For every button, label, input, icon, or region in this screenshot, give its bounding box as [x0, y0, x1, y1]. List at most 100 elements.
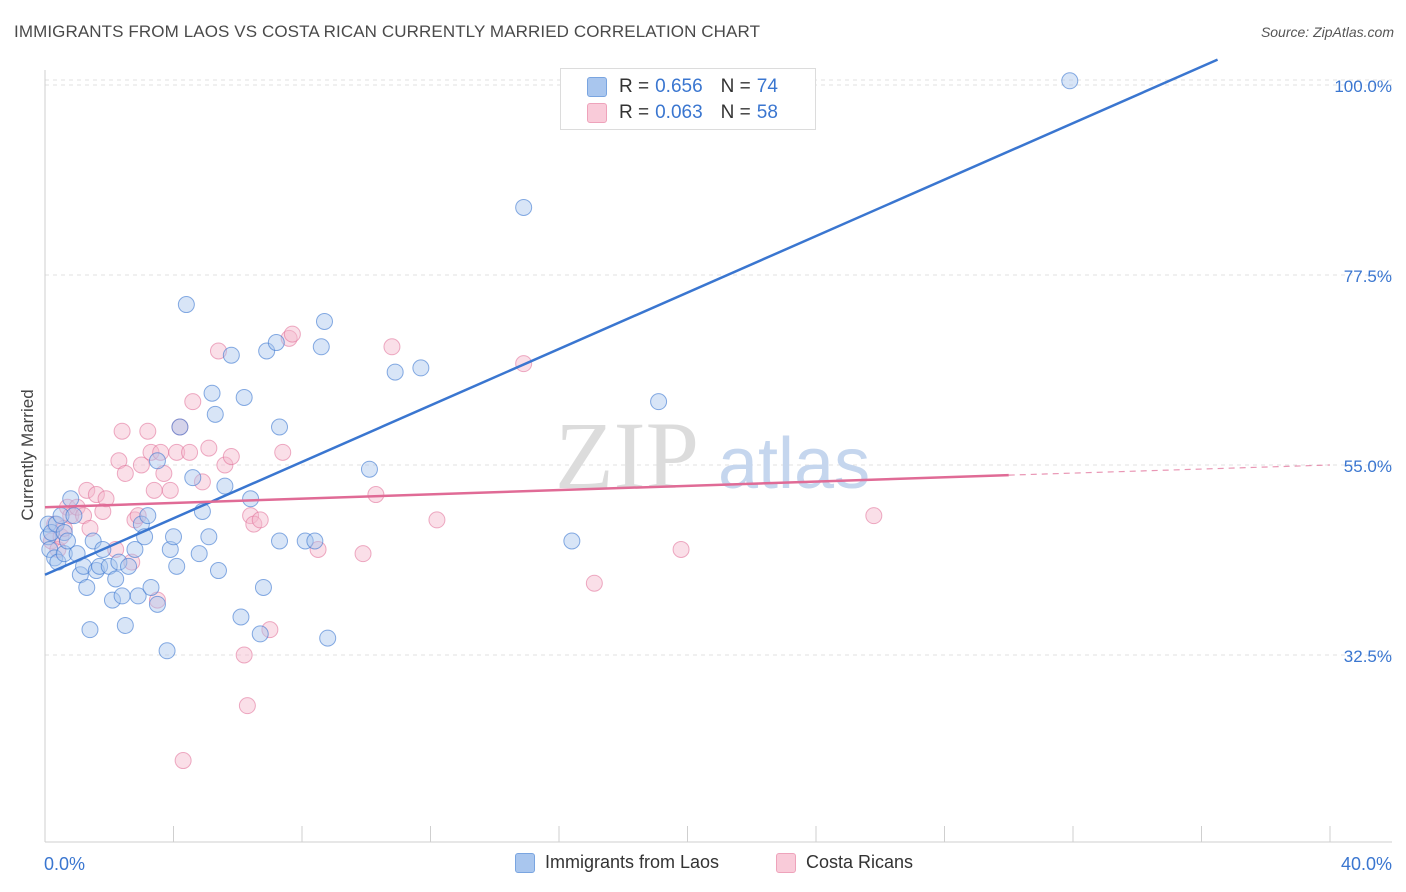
- data-point-costa-ricans: [87, 486, 105, 504]
- data-point-costa-ricans: [222, 448, 240, 466]
- data-point-laos: [148, 595, 166, 613]
- series-immigrants-from-laos: [39, 72, 1079, 660]
- data-point-laos: [271, 532, 289, 550]
- data-point-laos: [42, 524, 60, 542]
- data-point-costa-ricans: [261, 621, 279, 639]
- trend-lines: [44, 58, 1331, 576]
- data-point-laos: [360, 460, 378, 478]
- data-point-laos: [113, 587, 131, 605]
- y-tick-label: 100.0%: [1334, 77, 1392, 96]
- data-point-costa-ricans: [367, 486, 385, 504]
- series-legend: Immigrants from Laos Costa Ricans: [0, 852, 1406, 878]
- data-point-costa-ricans: [383, 338, 401, 356]
- data-point-laos: [103, 591, 121, 609]
- data-point-costa-ricans: [193, 473, 211, 491]
- data-point-costa-ricans: [161, 481, 179, 499]
- data-point-costa-ricans: [184, 393, 202, 411]
- data-point-laos: [312, 338, 330, 356]
- data-point-laos: [171, 418, 189, 436]
- data-point-costa-ricans: [428, 511, 446, 529]
- data-point-laos: [1061, 72, 1079, 90]
- legend-item-laos[interactable]: Immigrants from Laos: [515, 852, 719, 873]
- data-point-costa-ricans: [585, 574, 603, 592]
- legend-r-label: R =: [619, 76, 650, 97]
- data-point-laos: [78, 578, 96, 596]
- data-point-laos: [563, 532, 581, 550]
- legend-swatch-pink: [587, 103, 607, 123]
- data-point-laos: [142, 578, 160, 596]
- data-point-laos: [267, 334, 285, 352]
- data-point-laos: [222, 346, 240, 364]
- trend-line-laos: [44, 58, 1219, 576]
- legend-r-value: 0.063: [655, 102, 703, 123]
- data-point-laos: [58, 532, 76, 550]
- data-point-laos: [315, 312, 333, 330]
- data-point-laos: [306, 532, 324, 550]
- data-point-laos: [165, 528, 182, 546]
- data-point-laos: [412, 359, 430, 377]
- data-point-laos: [258, 342, 276, 360]
- x-tick-label: 40.0%: [1341, 854, 1392, 874]
- data-point-laos: [116, 616, 134, 634]
- data-point-costa-ricans: [200, 439, 218, 457]
- data-point-laos: [120, 557, 138, 575]
- data-point-laos: [107, 570, 125, 588]
- x-tick-label: 0.0%: [44, 854, 85, 874]
- data-point-costa-ricans: [132, 456, 150, 474]
- data-point-laos: [319, 629, 337, 647]
- legend-row-costa-ricans: R = 0.063 N = 58: [587, 101, 778, 125]
- y-tick-label: 77.5%: [1344, 267, 1392, 286]
- data-point-costa-ricans: [113, 422, 131, 440]
- data-point-laos: [251, 625, 269, 643]
- data-point-laos: [190, 545, 208, 563]
- data-point-laos: [515, 198, 533, 216]
- data-point-laos: [161, 540, 179, 558]
- watermark-atlas: atlas: [718, 424, 870, 504]
- data-point-costa-ricans: [209, 342, 227, 360]
- data-point-laos: [184, 469, 202, 487]
- legend-item-costa-ricans[interactable]: Costa Ricans: [776, 852, 913, 873]
- source-label: Source: ZipAtlas.com: [1260, 24, 1394, 40]
- legend-n-value: 58: [756, 102, 778, 123]
- data-point-laos: [386, 363, 404, 381]
- data-point-costa-ricans: [274, 443, 292, 461]
- chart-title: IMMIGRANTS FROM LAOS VS COSTA RICAN CURR…: [14, 22, 761, 41]
- legend-row-laos: R = 0.656 N = 74: [587, 75, 778, 99]
- data-point-costa-ricans: [216, 456, 234, 474]
- grid-lines: [45, 79, 1392, 656]
- watermark-zip: ZIP: [555, 402, 699, 509]
- data-point-laos: [296, 532, 314, 550]
- y-tick-label: 55.0%: [1344, 457, 1392, 476]
- data-point-costa-ricans: [865, 507, 883, 525]
- data-point-laos: [209, 562, 227, 580]
- data-point-laos: [158, 642, 176, 660]
- data-point-costa-ricans: [181, 443, 199, 461]
- data-point-costa-ricans: [139, 422, 157, 440]
- data-point-laos: [110, 553, 128, 571]
- legend-swatch-blue: [515, 852, 535, 873]
- data-point-costa-ricans: [354, 545, 372, 563]
- legend-n-value: 74: [756, 76, 778, 97]
- trend-line-costa-ricans: [44, 473, 1009, 509]
- data-point-costa-ricans: [116, 464, 134, 482]
- data-point-costa-ricans: [97, 490, 115, 508]
- data-point-laos: [81, 621, 99, 639]
- data-point-laos: [200, 528, 218, 546]
- y-tick-label: 32.5%: [1344, 647, 1392, 666]
- trend-line-costa-ricans-extension: [1008, 464, 1331, 476]
- data-point-laos: [271, 418, 289, 436]
- data-point-costa-ricans: [142, 443, 160, 461]
- data-point-costa-ricans: [78, 481, 96, 499]
- data-point-laos: [216, 477, 234, 495]
- data-point-laos: [206, 405, 224, 423]
- y-axis-label: Currently Married: [18, 389, 37, 521]
- data-point-laos: [235, 388, 253, 406]
- legend-n-label: N =: [720, 76, 751, 97]
- data-point-laos: [62, 490, 80, 508]
- data-point-laos: [203, 384, 221, 402]
- tick-labels: 32.5% 55.0% 77.5% 100.0% 0.0% 40.0%: [44, 77, 1392, 874]
- data-point-costa-ricans: [168, 443, 186, 461]
- axes: [44, 70, 1392, 843]
- legend-r-label: R =: [619, 102, 650, 123]
